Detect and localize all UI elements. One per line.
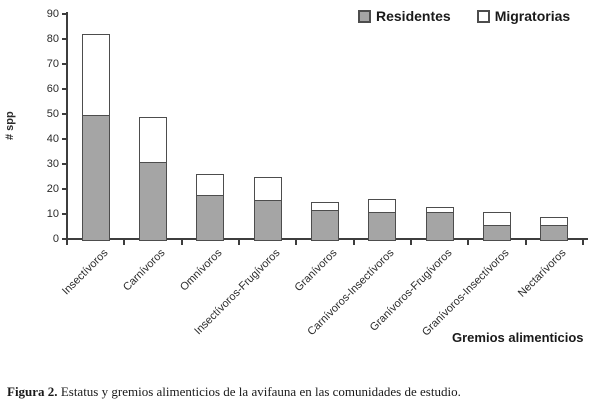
bar-segment-migratorias-insectivoros [81,34,110,116]
legend-swatch-migratorias [476,9,490,23]
y-axis-line [66,12,68,240]
y-axis-label: # spp [4,111,16,140]
x-tick [352,240,355,245]
y-tick-label: 0 [52,232,59,245]
x-axis-category-label: Insectívoros [59,247,111,298]
x-axis-category-label: Granívoros [292,247,340,294]
bar-segment-migratorias-insectivoros-frugivoros [253,176,282,201]
x-tick [180,240,183,245]
bar-segment-migratorias-nectarivoros [540,216,569,226]
y-tick-label: 10 [46,207,59,220]
bar-segment-residentes-carnivoros-insectivoros [368,211,397,241]
y-tick [62,38,67,40]
x-axis-category-label: Omnívoros [178,247,225,294]
bar-segment-residentes-granivoros-frugivoros [425,211,454,241]
x-tick [238,240,240,245]
x-tick [467,240,470,245]
figure-caption: Figura 2. Estatus y gremios alimenticios… [7,384,599,400]
x-axis-title: Gremios alimenticios [452,330,584,345]
x-tick [66,240,68,245]
bar-segment-residentes-omnivoros [196,194,225,241]
x-tick [410,240,412,245]
caption-text: Estatus y gremios alimenticios de la avi… [57,384,461,399]
y-tick [62,88,67,90]
y-tick-label: 30 [46,157,59,170]
x-axis-category-label: Nectarívoros [516,247,569,300]
y-tick [62,188,67,190]
bar-segment-residentes-insectivoros-frugivoros [253,199,282,241]
y-tick-label: 70 [46,57,59,70]
legend-item-migratorias: Migratorias [476,8,571,24]
y-tick [62,138,67,140]
legend-label: Residentes [376,8,451,24]
y-tick-label: 90 [46,7,59,20]
bar-segment-residentes-insectivoros [81,114,110,241]
legend-item-residentes: Residentes [358,8,451,24]
bar-segment-migratorias-carnivoros-insectivoros [368,199,397,213]
y-tick [62,113,67,115]
bar-segment-residentes-granivoros [311,209,339,241]
bar-segment-migratorias-omnivoros [196,174,225,196]
x-axis-category-label: Carnívoros [120,247,168,294]
y-tick [62,213,67,215]
x-tick [295,240,298,245]
x-tick [524,240,527,245]
caption-label: Figura 2. [7,384,58,399]
bar-segment-migratorias-carnivoros [139,116,167,163]
y-tick [62,13,67,15]
bar-segment-residentes-nectarivoros [540,224,569,241]
y-tick-label: 40 [46,132,59,145]
y-tick [62,163,67,165]
bar-segment-migratorias-granivoros-insectivoros [483,211,511,226]
y-tick-label: 20 [46,182,59,195]
bar-segment-migratorias-granivoros [311,201,339,211]
bar-segment-residentes-carnivoros [139,161,167,241]
x-tick [582,240,584,245]
y-tick [62,238,67,240]
y-tick-label: 50 [46,107,59,120]
chart-legend: Residentes Migratorias [358,8,570,24]
y-tick-label: 80 [46,32,59,45]
legend-label: Migratorias [494,8,571,24]
x-tick [123,240,126,245]
bar-segment-residentes-granivoros-insectivoros [483,224,511,241]
bar-segment-migratorias-granivoros-frugivoros [425,206,454,213]
y-tick [62,63,67,65]
legend-swatch-residentes [358,9,371,23]
y-tick-label: 60 [46,82,59,95]
